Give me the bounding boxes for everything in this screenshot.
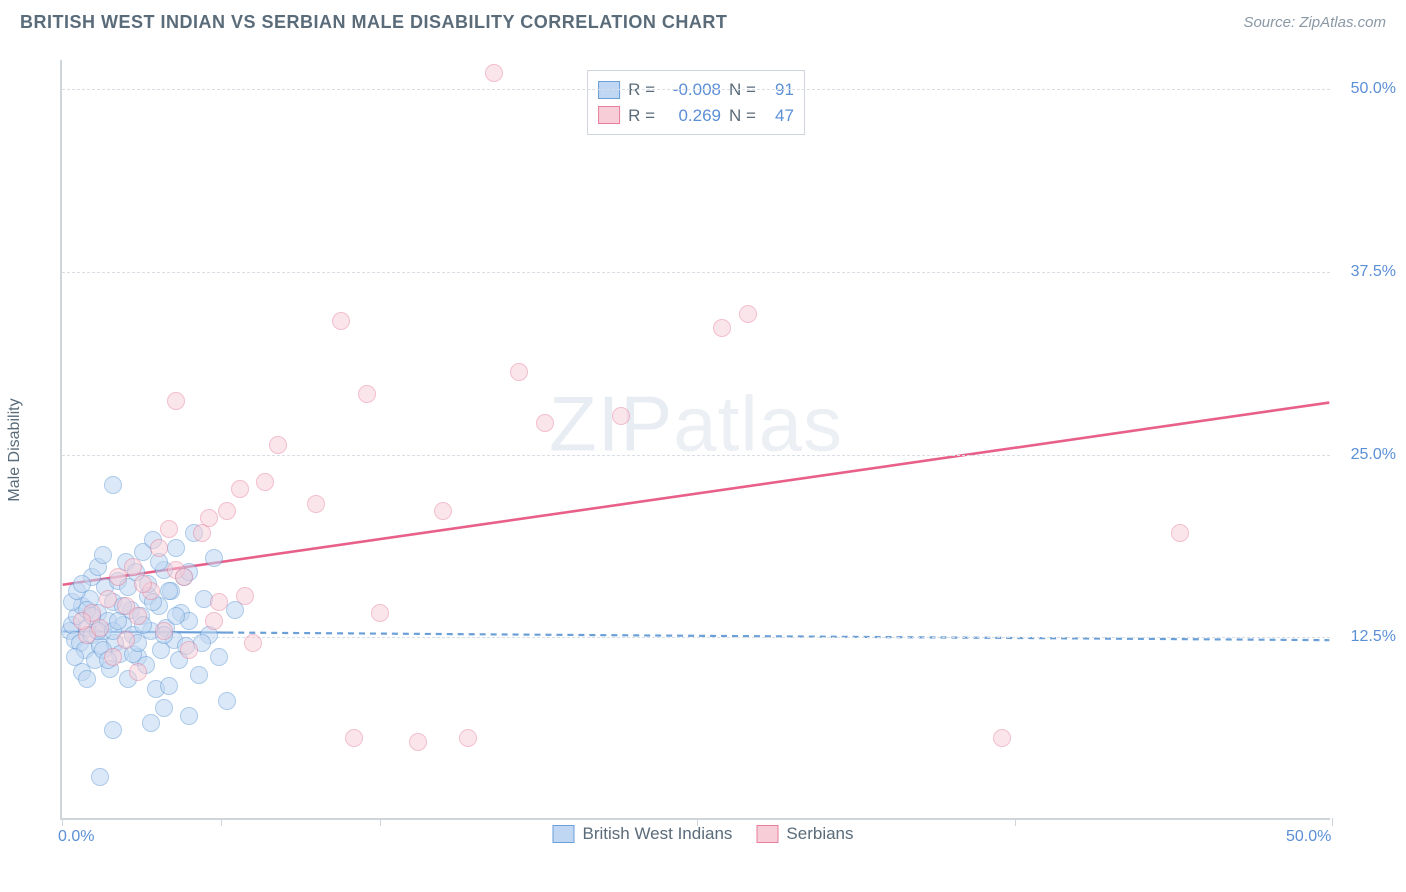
plot-area: ZIPatlas R = -0.008 N = 91 R = 0.269 N =… — [60, 60, 1330, 820]
scatter-point — [180, 641, 198, 659]
scatter-point — [218, 692, 236, 710]
x-tick-label: 50.0% — [1286, 828, 1331, 846]
scatter-point — [993, 729, 1011, 747]
scatter-point — [434, 502, 452, 520]
scatter-point — [104, 721, 122, 739]
stats-legend: R = -0.008 N = 91 R = 0.269 N = 47 — [587, 70, 805, 135]
scatter-point — [78, 670, 96, 688]
stats-r-value-serb: 0.269 — [663, 103, 721, 129]
source-attribution: Source: ZipAtlas.com — [1243, 14, 1386, 31]
x-tick — [221, 818, 222, 826]
scatter-point — [218, 502, 236, 520]
scatter-point — [236, 587, 254, 605]
scatter-point — [612, 407, 630, 425]
x-tick-label: 0.0% — [58, 828, 94, 846]
x-tick — [380, 818, 381, 826]
y-tick-label: 37.5% — [1351, 263, 1396, 281]
legend-swatch-serb — [756, 825, 778, 843]
scatter-point — [155, 699, 173, 717]
y-tick-label: 25.0% — [1351, 446, 1396, 464]
scatter-point — [167, 392, 185, 410]
scatter-point — [104, 476, 122, 494]
stats-r-label: R = — [628, 103, 655, 129]
gridline — [62, 272, 1330, 273]
chart-container: Male Disability ZIPatlas R = -0.008 N = … — [20, 50, 1386, 850]
scatter-point — [104, 648, 122, 666]
y-axis-label: Male Disability — [6, 398, 24, 501]
scatter-point — [1171, 524, 1189, 542]
watermark: ZIPatlas — [549, 378, 843, 469]
legend-item-bwi: British West Indians — [552, 824, 732, 844]
scatter-point — [459, 729, 477, 747]
scatter-point — [190, 666, 208, 684]
chart-header: BRITISH WEST INDIAN VS SERBIAN MALE DISA… — [0, 0, 1406, 41]
scatter-point — [332, 312, 350, 330]
scatter-point — [536, 414, 554, 432]
scatter-point — [244, 634, 262, 652]
scatter-point — [231, 480, 249, 498]
swatch-serb — [598, 106, 620, 124]
legend-label-serb: Serbians — [786, 824, 853, 844]
stats-n-label: N = — [729, 103, 756, 129]
scatter-point — [73, 612, 91, 630]
stats-n-value-serb: 47 — [764, 103, 794, 129]
bottom-legend: British West Indians Serbians — [552, 824, 853, 844]
legend-label-bwi: British West Indians — [582, 824, 732, 844]
scatter-point — [200, 509, 218, 527]
scatter-point — [117, 631, 135, 649]
scatter-point — [99, 590, 117, 608]
scatter-point — [205, 549, 223, 567]
x-tick — [1015, 818, 1016, 826]
scatter-point — [160, 520, 178, 538]
scatter-point — [269, 436, 287, 454]
scatter-point — [124, 558, 142, 576]
scatter-point — [155, 622, 173, 640]
legend-swatch-bwi — [552, 825, 574, 843]
scatter-point — [358, 385, 376, 403]
scatter-point — [134, 575, 152, 593]
y-tick-label: 50.0% — [1351, 80, 1396, 98]
scatter-point — [109, 568, 127, 586]
scatter-point — [256, 473, 274, 491]
scatter-point — [307, 495, 325, 513]
stats-row-serb: R = 0.269 N = 47 — [598, 103, 794, 129]
legend-item-serb: Serbians — [756, 824, 853, 844]
scatter-point — [167, 539, 185, 557]
scatter-point — [713, 319, 731, 337]
scatter-point — [150, 539, 168, 557]
gridline — [62, 89, 1330, 90]
trend-lines — [62, 60, 1330, 818]
scatter-point — [167, 607, 185, 625]
scatter-point — [485, 64, 503, 82]
scatter-point — [94, 546, 112, 564]
scatter-point — [142, 714, 160, 732]
gridline — [62, 455, 1330, 456]
scatter-point — [160, 582, 178, 600]
scatter-point — [205, 612, 223, 630]
x-tick — [62, 818, 63, 826]
scatter-point — [129, 663, 147, 681]
scatter-point — [175, 568, 193, 586]
scatter-point — [73, 575, 91, 593]
chart-title: BRITISH WEST INDIAN VS SERBIAN MALE DISA… — [20, 12, 727, 33]
scatter-point — [91, 768, 109, 786]
scatter-point — [371, 604, 389, 622]
scatter-point — [409, 733, 427, 751]
scatter-point — [129, 607, 147, 625]
scatter-point — [345, 729, 363, 747]
y-tick-label: 12.5% — [1351, 628, 1396, 646]
scatter-point — [739, 305, 757, 323]
scatter-point — [160, 677, 178, 695]
scatter-point — [180, 707, 198, 725]
x-tick — [1332, 818, 1333, 826]
scatter-point — [210, 593, 228, 611]
scatter-point — [210, 648, 228, 666]
scatter-point — [510, 363, 528, 381]
